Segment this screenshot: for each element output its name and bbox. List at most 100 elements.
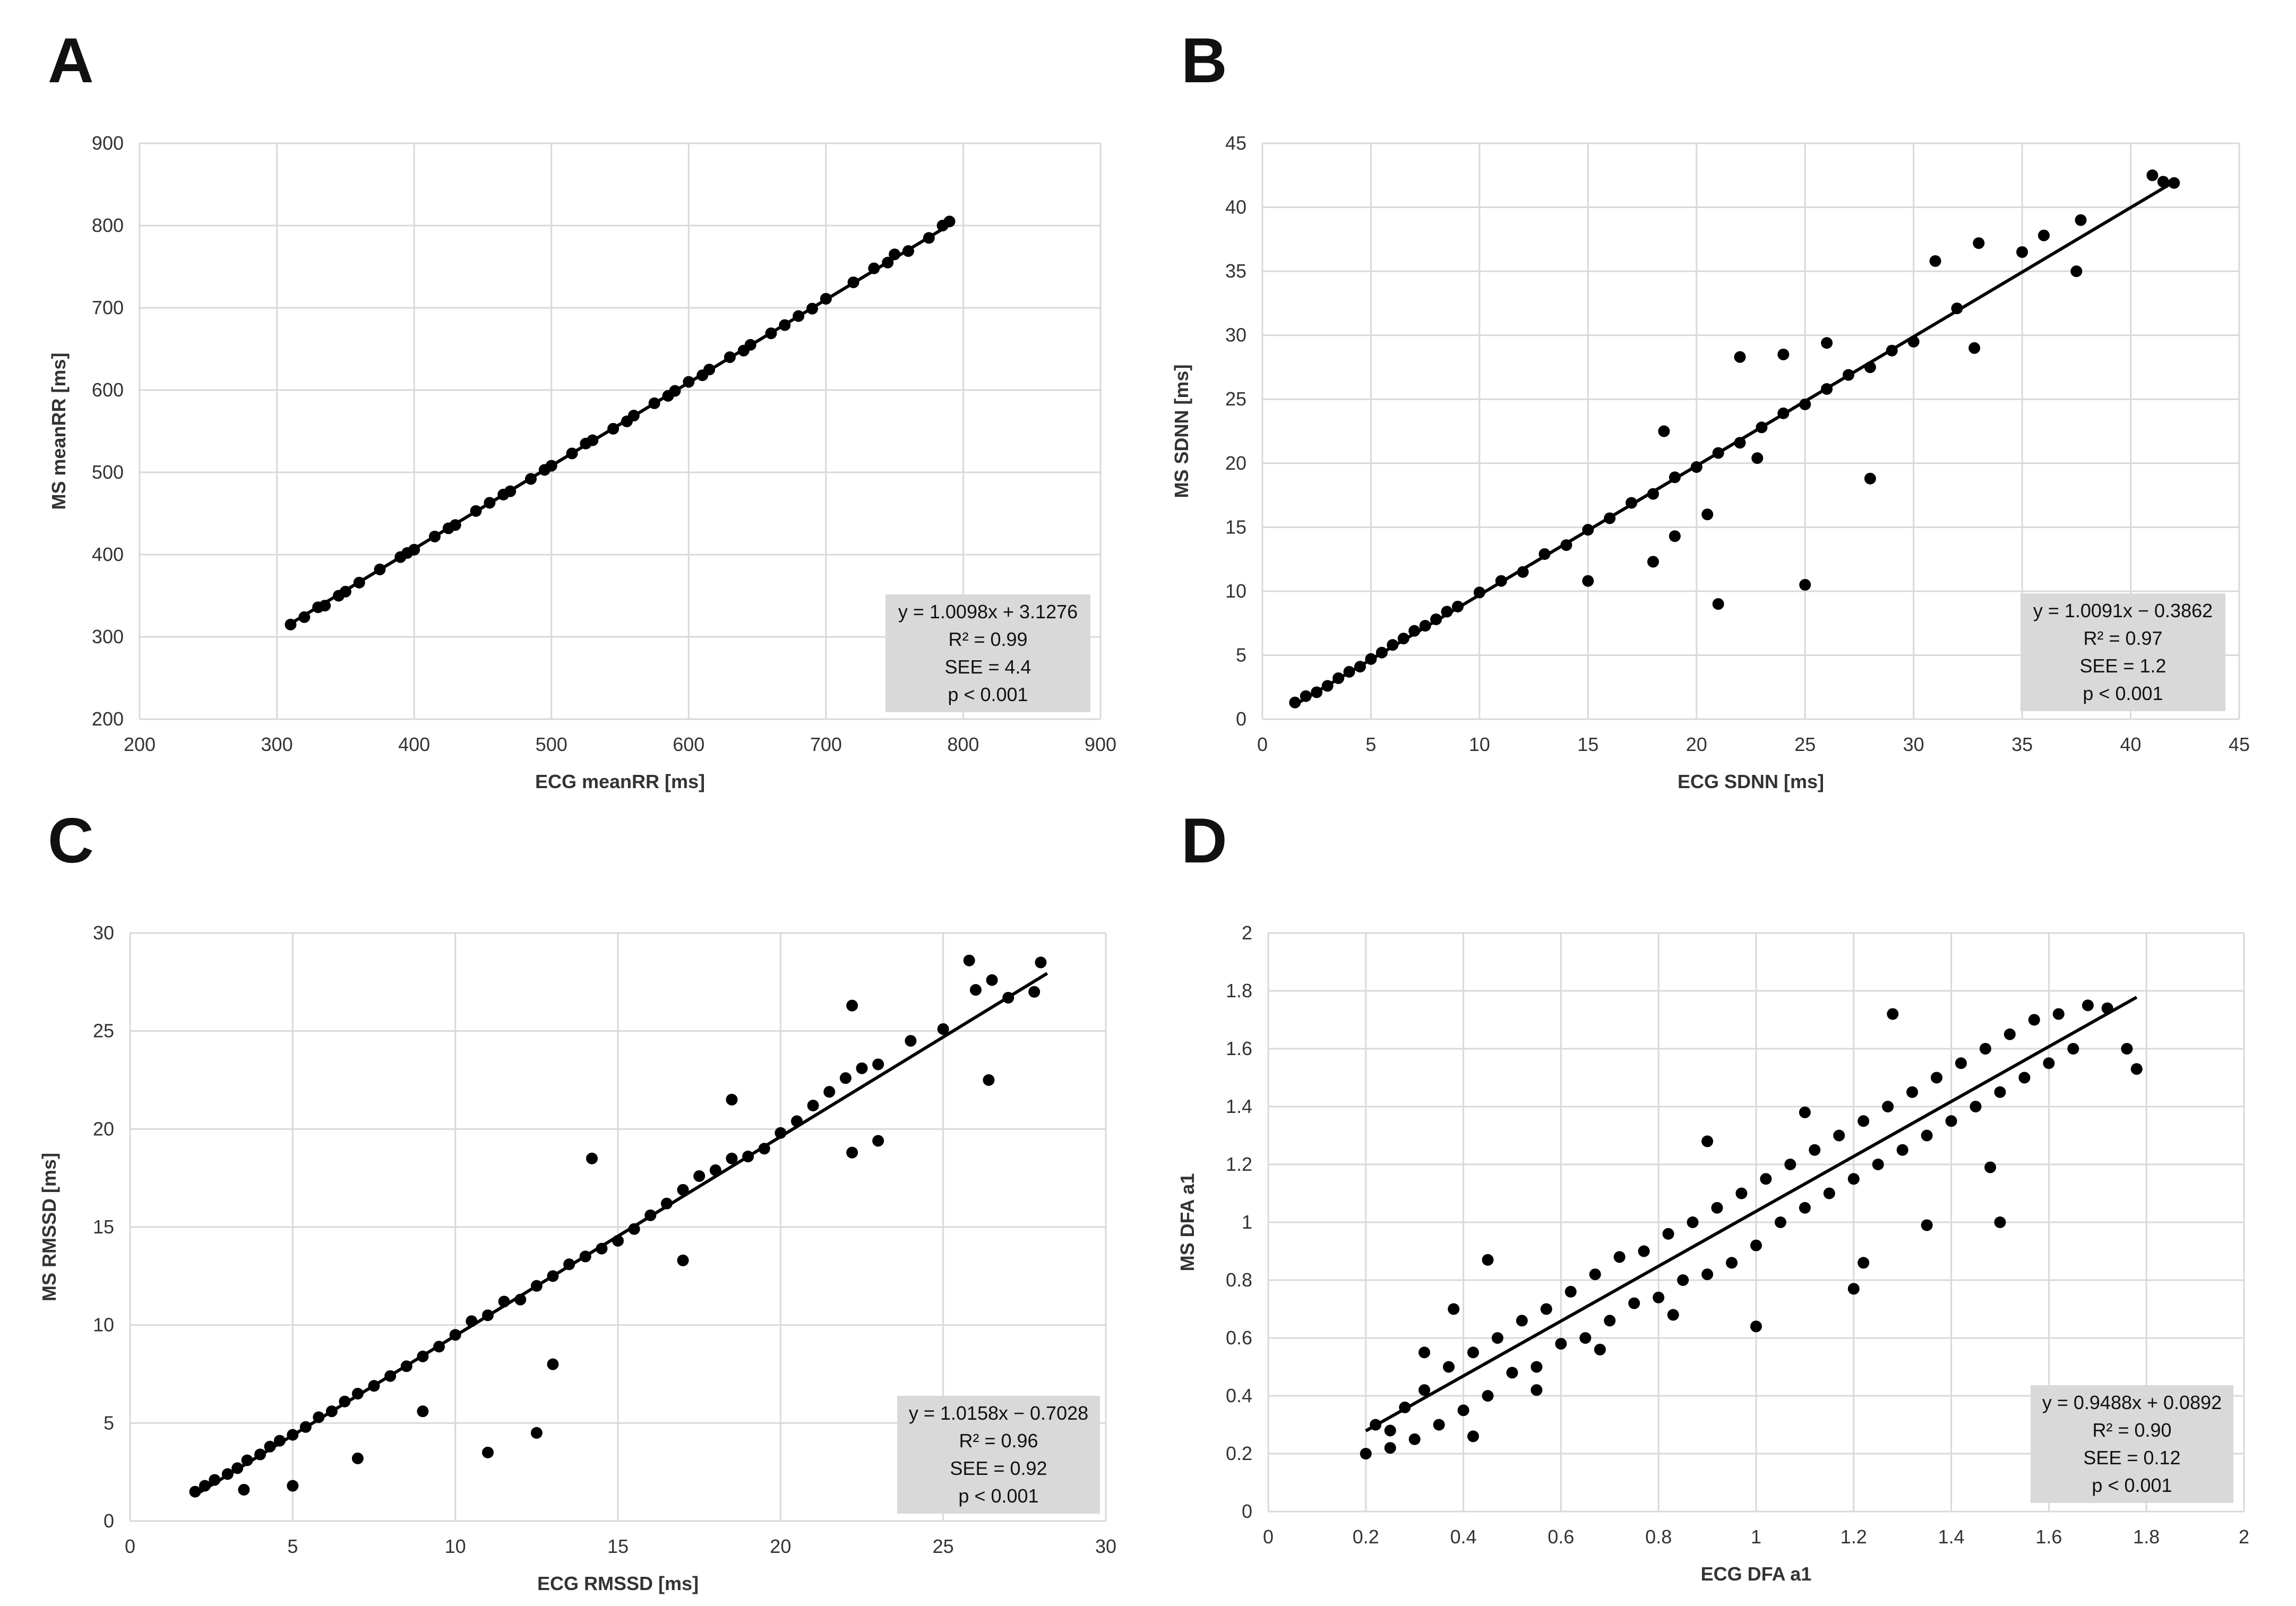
data-point — [1726, 1257, 1738, 1269]
y-tick-label: 5 — [1236, 644, 1246, 666]
data-point — [1647, 556, 1659, 568]
regression-line — [194, 972, 1048, 1497]
data-point — [846, 1146, 858, 1159]
panel-letter-D: D — [1181, 805, 1227, 876]
x-tick-label: 15 — [1577, 733, 1598, 755]
data-point — [1750, 1239, 1762, 1251]
data-point — [1418, 1384, 1431, 1396]
data-point — [1482, 1390, 1494, 1402]
data-point — [1882, 1101, 1894, 1112]
stats-line: R² = 0.90 — [2092, 1419, 2171, 1441]
data-point — [1662, 1228, 1674, 1240]
y-tick-label: 500 — [92, 461, 124, 483]
x-tick-label: 0 — [125, 1535, 135, 1557]
data-point — [1530, 1384, 1543, 1396]
data-point — [1945, 1115, 1957, 1127]
data-point — [943, 215, 956, 228]
data-point — [1896, 1144, 1908, 1156]
data-point — [1751, 452, 1764, 464]
data-point — [1467, 1430, 1479, 1443]
data-point — [1384, 1424, 1396, 1437]
y-axis-title: MS RMSSD [ms] — [38, 1153, 60, 1301]
data-point — [1028, 986, 1040, 998]
data-point — [1847, 1283, 1860, 1295]
x-tick-label: 0 — [1257, 733, 1268, 755]
stats-line: SEE = 4.4 — [944, 656, 1031, 678]
y-tick-label: 0 — [1236, 708, 1246, 730]
data-point — [1701, 508, 1714, 521]
x-tick-label: 10 — [445, 1535, 466, 1557]
x-axis-title: ECG meanRR [ms] — [535, 771, 705, 792]
data-point — [1984, 1161, 1997, 1173]
data-point — [1864, 472, 1876, 485]
data-point — [547, 1358, 559, 1370]
stats-line: R² = 0.99 — [948, 628, 1027, 650]
x-tick-label: 0.8 — [1645, 1526, 1672, 1548]
y-tick-label: 35 — [1225, 260, 1246, 282]
data-point — [1506, 1367, 1518, 1379]
data-point — [1799, 1202, 1811, 1214]
data-point — [1448, 1303, 1460, 1315]
x-tick-label: 5 — [287, 1535, 298, 1557]
y-tick-label: 1.8 — [1226, 980, 1252, 1001]
data-point — [1872, 1159, 1884, 1170]
data-point — [238, 1483, 250, 1496]
data-point — [2003, 1028, 2016, 1040]
data-point — [807, 1100, 819, 1112]
data-point — [1443, 1361, 1455, 1373]
y-tick-label: 1.4 — [1226, 1095, 1252, 1117]
data-point — [1711, 1202, 1723, 1214]
x-tick-label: 10 — [1469, 733, 1490, 755]
y-tick-label: 0.6 — [1226, 1327, 1252, 1349]
data-point — [2018, 1072, 2031, 1084]
data-point — [1760, 1173, 1772, 1185]
data-point — [1677, 1274, 1689, 1286]
data-point — [905, 1035, 917, 1047]
y-tick-label: 30 — [93, 922, 114, 944]
y-tick-label: 10 — [1225, 580, 1246, 602]
x-tick-label: 800 — [947, 733, 979, 755]
data-point — [1858, 1257, 1870, 1269]
data-point — [1799, 1106, 1811, 1118]
x-tick-label: 25 — [1794, 733, 1816, 755]
y-tick-label: 700 — [92, 297, 124, 318]
x-tick-label: 2 — [2239, 1526, 2249, 1548]
data-point — [983, 1074, 995, 1086]
data-point — [986, 974, 998, 986]
data-point — [846, 999, 858, 1012]
data-point — [1564, 1285, 1577, 1298]
data-point — [1858, 1115, 1870, 1127]
data-point — [287, 1480, 299, 1492]
y-tick-label: 800 — [92, 214, 124, 236]
stats-line: y = 1.0158x − 0.7028 — [909, 1402, 1088, 1424]
y-tick-label: 30 — [1225, 324, 1246, 346]
data-point — [1540, 1303, 1552, 1315]
data-point — [417, 1405, 429, 1418]
stats-line: R² = 0.96 — [959, 1430, 1038, 1452]
x-tick-label: 35 — [2011, 733, 2033, 755]
stats-line: p < 0.001 — [948, 684, 1028, 705]
data-point — [1516, 1315, 1528, 1327]
data-point — [2130, 1063, 2143, 1075]
data-point — [1701, 1268, 1714, 1281]
data-point — [1667, 1309, 1679, 1321]
y-tick-label: 1 — [1242, 1211, 1252, 1233]
stats-line: p < 0.001 — [958, 1485, 1038, 1507]
data-point — [1658, 425, 1670, 437]
x-tick-label: 40 — [2120, 733, 2142, 755]
stats-line: p < 0.001 — [2083, 683, 2163, 704]
data-point — [839, 1072, 852, 1084]
data-point — [1433, 1419, 1445, 1431]
data-point — [1931, 1072, 1943, 1084]
data-point — [1887, 1008, 1899, 1020]
y-tick-label: 300 — [92, 626, 124, 647]
data-point — [856, 1062, 868, 1074]
data-point — [2146, 169, 2159, 182]
stats-line: SEE = 0.92 — [950, 1457, 1047, 1479]
data-point — [530, 1427, 543, 1439]
y-tick-label: 0.4 — [1226, 1385, 1252, 1406]
data-point — [481, 1446, 494, 1458]
data-point — [1687, 1216, 1699, 1228]
data-point — [1823, 1187, 1835, 1199]
